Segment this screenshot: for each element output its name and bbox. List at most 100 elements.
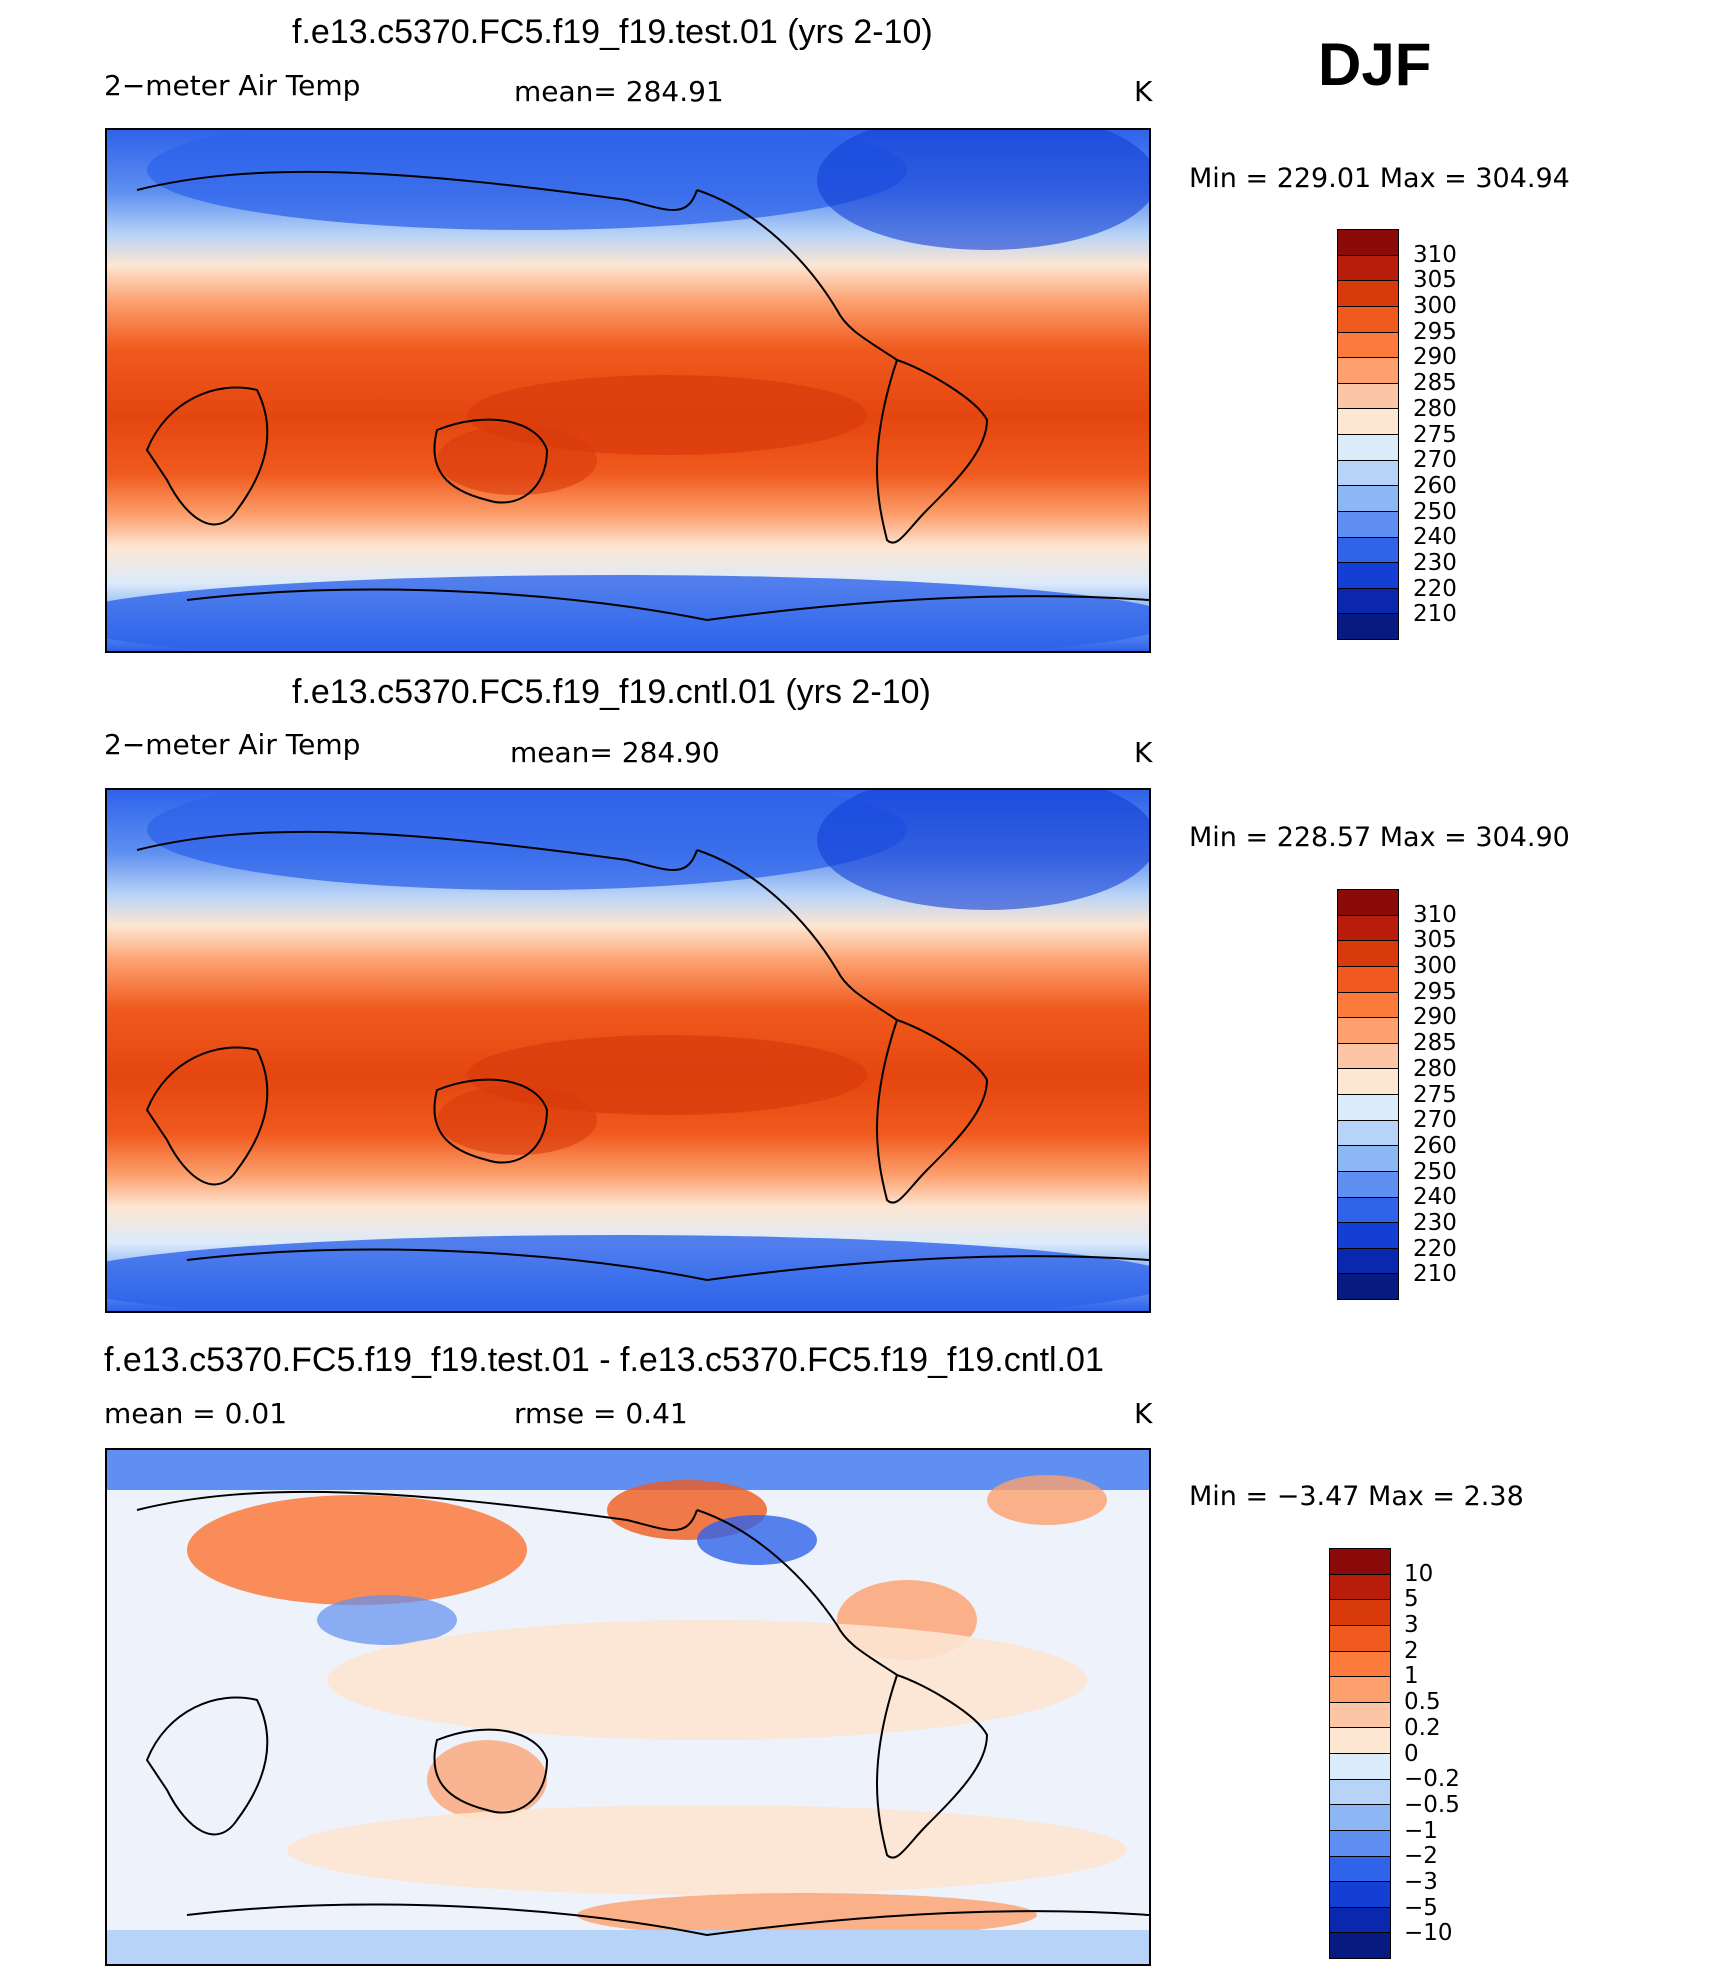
season-label: DJF (1318, 31, 1432, 98)
colorbar-level-label: 280 (1413, 1055, 1457, 1082)
panel-1-temperature-field (107, 130, 1149, 651)
colorbar-swatch (1330, 1600, 1390, 1626)
colorbar-level-label: −3 (1404, 1868, 1438, 1895)
colorbar-level-label: 240 (1413, 524, 1457, 551)
colorbar-swatch (1338, 1248, 1398, 1275)
panel-2-title: f.e13.c5370.FC5.f19_f19.cntl.01 (yrs 2-1… (292, 673, 931, 711)
colorbar-level-label: 285 (1413, 1030, 1457, 1057)
colorbar-level-label: 295 (1413, 318, 1457, 345)
panel-2-mean-label: mean= 284.90 (510, 736, 720, 769)
panel-2-min-max: Min = 228.57 Max = 304.90 (1189, 822, 1570, 853)
colorbar-swatch (1338, 614, 1398, 639)
colorbar-level-label: 240 (1413, 1184, 1457, 1211)
colorbar-level-label: −2 (1404, 1843, 1438, 1870)
colorbar-swatch (1338, 409, 1398, 435)
panel-3-map (105, 1448, 1151, 1966)
colorbar-level-label: 0.5 (1404, 1689, 1441, 1716)
panel-3-difference-field (107, 1450, 1149, 1964)
panel-1-title: f.e13.c5370.FC5.f19_f19.test.01 (yrs 2-1… (292, 13, 933, 51)
colorbar-level-label: 260 (1413, 472, 1457, 499)
colorbar-swatch (1330, 1702, 1390, 1729)
colorbar-swatch (1330, 1933, 1390, 1958)
colorbar-swatch (1338, 941, 1398, 967)
colorbar-swatch (1338, 306, 1398, 333)
colorbar-level-label: 5 (1404, 1586, 1419, 1613)
colorbar-level-label: 260 (1413, 1132, 1457, 1159)
panel-1-mean-label: mean= 284.91 (514, 75, 724, 108)
panel-3-colorbar (1329, 1548, 1391, 1959)
colorbar-swatch (1338, 383, 1398, 410)
colorbar-level-label: 305 (1413, 927, 1457, 954)
colorbar-level-label: 220 (1413, 575, 1457, 602)
colorbar-swatch (1338, 537, 1398, 564)
colorbar-swatch (1330, 1677, 1390, 1703)
colorbar-swatch (1338, 1171, 1398, 1198)
colorbar-swatch (1330, 1856, 1390, 1883)
colorbar-swatch (1330, 1779, 1390, 1806)
panel-2-temperature-field (107, 790, 1149, 1311)
panel-1-variable-label: 2−meter Air Temp (104, 69, 361, 102)
colorbar-level-label: −0.2 (1404, 1766, 1460, 1793)
colorbar-level-label: 290 (1413, 1004, 1457, 1031)
colorbar-swatch (1330, 1754, 1390, 1780)
colorbar-level-label: 300 (1413, 953, 1457, 980)
colorbar-swatch (1330, 1728, 1390, 1754)
panel-2-map (105, 788, 1151, 1313)
colorbar-swatch (1338, 1197, 1398, 1224)
colorbar-swatch (1338, 890, 1398, 916)
colorbar-level-label: 295 (1413, 978, 1457, 1005)
colorbar-swatch (1338, 460, 1398, 487)
colorbar-swatch (1338, 915, 1398, 942)
panel-2-variable-label: 2−meter Air Temp (104, 728, 361, 761)
colorbar-level-label: 10 (1404, 1560, 1434, 1587)
colorbar-swatch (1338, 1069, 1398, 1095)
colorbar-swatch (1338, 332, 1398, 359)
panel-3-title: f.e13.c5370.FC5.f19_f19.test.01 - f.e13.… (104, 1341, 1104, 1379)
colorbar-swatch (1338, 588, 1398, 615)
panel-2-colorbar (1337, 889, 1399, 1300)
colorbar-swatch (1338, 1095, 1398, 1121)
colorbar-level-label: 270 (1413, 1107, 1457, 1134)
colorbar-level-label: −0.5 (1404, 1791, 1460, 1818)
colorbar-level-label: 250 (1413, 1158, 1457, 1185)
colorbar-swatch (1338, 511, 1398, 538)
colorbar-swatch (1330, 1574, 1390, 1601)
colorbar-swatch (1338, 1274, 1398, 1299)
colorbar-level-label: 230 (1413, 1209, 1457, 1236)
colorbar-swatch (1338, 358, 1398, 384)
colorbar-swatch (1338, 230, 1398, 256)
colorbar-level-label: 280 (1413, 395, 1457, 422)
panel-1-units: K (1134, 75, 1153, 108)
panel-2-units: K (1134, 736, 1153, 769)
colorbar-swatch (1330, 1651, 1390, 1678)
colorbar-swatch (1338, 1043, 1398, 1070)
colorbar-level-label: 3 (1404, 1612, 1419, 1639)
colorbar-level-label: 0.2 (1404, 1714, 1441, 1741)
colorbar-swatch (1330, 1882, 1390, 1908)
colorbar-level-label: 275 (1413, 421, 1457, 448)
colorbar-swatch (1338, 1223, 1398, 1249)
colorbar-level-label: 290 (1413, 344, 1457, 371)
colorbar-swatch (1330, 1830, 1390, 1857)
colorbar-level-label: 310 (1413, 241, 1457, 268)
panel-3-units: K (1134, 1397, 1153, 1430)
colorbar-level-label: 275 (1413, 1081, 1457, 1108)
panel-3-min-max: Min = −3.47 Max = 2.38 (1189, 1481, 1524, 1512)
colorbar-swatch (1338, 1120, 1398, 1147)
colorbar-level-label: 210 (1413, 1261, 1457, 1288)
panel-1-min-max: Min = 229.01 Max = 304.94 (1189, 163, 1570, 194)
colorbar-level-label: 270 (1413, 447, 1457, 474)
panel-3-mean-label: mean = 0.01 (104, 1397, 288, 1430)
colorbar-level-label: 305 (1413, 267, 1457, 294)
colorbar-level-label: 2 (1404, 1637, 1419, 1664)
colorbar-swatch (1330, 1907, 1390, 1934)
colorbar-swatch (1338, 992, 1398, 1019)
colorbar-swatch (1330, 1805, 1390, 1831)
colorbar-swatch (1338, 435, 1398, 461)
panel-1-colorbar (1337, 229, 1399, 640)
colorbar-swatch (1338, 486, 1398, 512)
colorbar-swatch (1330, 1625, 1390, 1652)
colorbar-level-label: 230 (1413, 549, 1457, 576)
colorbar-swatch (1338, 966, 1398, 993)
colorbar-level-label: 310 (1413, 901, 1457, 928)
